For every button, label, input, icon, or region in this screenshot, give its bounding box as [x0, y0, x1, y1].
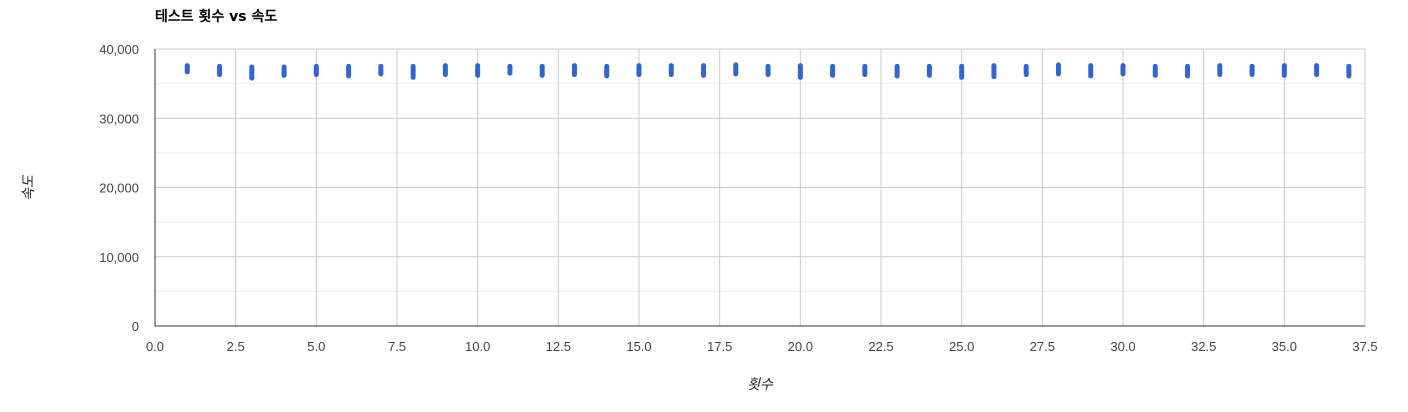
x-tick-label: 22.5: [868, 339, 893, 354]
x-tick-label: 2.5: [227, 339, 245, 354]
x-tick-label: 37.5: [1352, 339, 1377, 354]
x-tick-label: 35.0: [1272, 339, 1297, 354]
chart-title: 테스트 횟수 vs 속도: [155, 9, 278, 25]
y-tick-labels: 0 10,000 20,000 30,000 40,000: [99, 42, 139, 334]
x-tick-label: 17.5: [707, 339, 732, 354]
data-marks: [184, 62, 1352, 81]
x-tick-label: 25.0: [949, 339, 974, 354]
y-tick-label: 10,000: [99, 250, 139, 265]
axes: [154, 49, 1365, 327]
x-axis-title: 횟수: [747, 377, 774, 393]
x-tick-label: 15.0: [626, 339, 651, 354]
x-tick-label: 30.0: [1110, 339, 1135, 354]
x-tick-label: 0.0: [146, 339, 164, 354]
x-tick-label: 10.0: [465, 339, 490, 354]
x-tick-label: 32.5: [1191, 339, 1216, 354]
x-tick-label: 7.5: [388, 339, 406, 354]
x-tick-label: 27.5: [1030, 339, 1055, 354]
x-tick-labels: 0.0 2.5 5.0 7.5 10.0 12.5 15.0 17.5 20.0 22.5 25.0…: [146, 339, 1378, 354]
y-tick-label: 30,000: [99, 111, 139, 126]
y-axis-title: 속도: [21, 174, 37, 201]
x-tick-label: 12.5: [546, 339, 571, 354]
y-tick-label: 0: [132, 319, 139, 334]
y-tick-label: 20,000: [99, 181, 139, 196]
y-tick-label: 40,000: [99, 42, 139, 57]
grid-lines: [155, 48, 1366, 326]
x-tick-label: 20.0: [788, 339, 813, 354]
x-tick-label: 5.0: [307, 339, 325, 354]
